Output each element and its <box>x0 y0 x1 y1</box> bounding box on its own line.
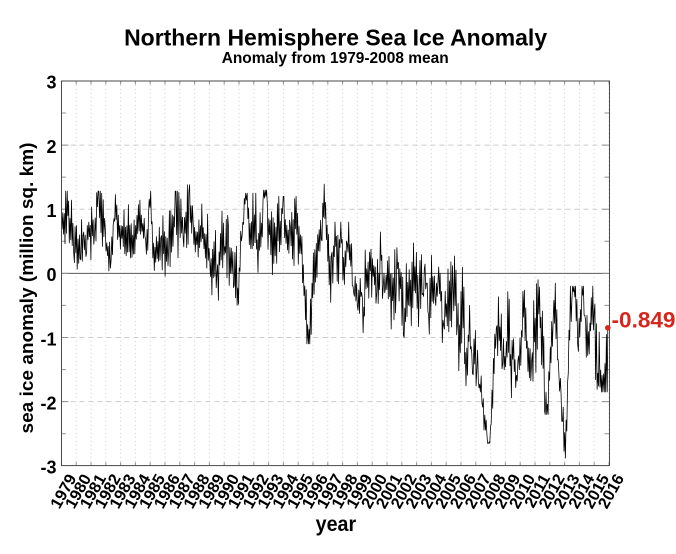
svg-text:1: 1 <box>46 201 56 221</box>
svg-text:2: 2 <box>46 137 56 157</box>
svg-text:-1: -1 <box>40 329 56 349</box>
svg-text:-0.849: -0.849 <box>612 308 676 333</box>
svg-text:0: 0 <box>46 265 56 285</box>
svg-text:3: 3 <box>46 73 56 93</box>
svg-text:Anomaly from 1979-2008 mean: Anomaly from 1979-2008 mean <box>222 50 449 67</box>
svg-text:-2: -2 <box>40 393 56 413</box>
svg-text:year: year <box>316 513 357 536</box>
svg-text:Northern Hemisphere Sea Ice An: Northern Hemisphere Sea Ice Anomaly <box>124 25 547 51</box>
svg-text:-3: -3 <box>40 458 56 478</box>
svg-text:sea ice anomaly (million sq. k: sea ice anomaly (million sq. km) <box>16 143 37 434</box>
